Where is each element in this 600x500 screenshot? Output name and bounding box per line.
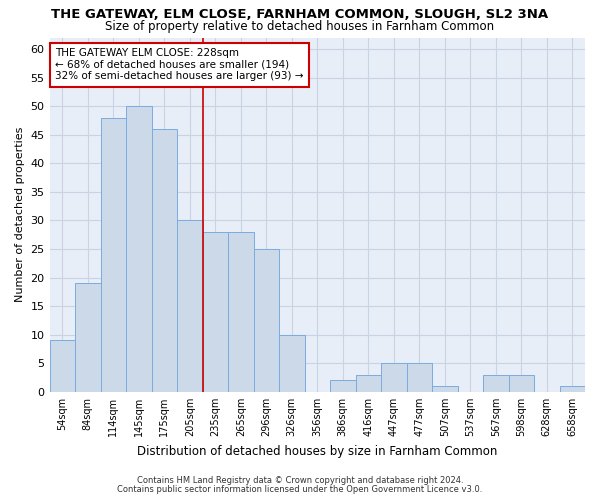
Bar — [330, 380, 356, 392]
Text: Contains public sector information licensed under the Open Government Licence v3: Contains public sector information licen… — [118, 485, 482, 494]
Bar — [509, 375, 534, 392]
Bar — [177, 220, 203, 392]
Text: Contains HM Land Registry data © Crown copyright and database right 2024.: Contains HM Land Registry data © Crown c… — [137, 476, 463, 485]
Bar — [432, 386, 458, 392]
Text: Size of property relative to detached houses in Farnham Common: Size of property relative to detached ho… — [106, 20, 494, 33]
Bar — [356, 375, 381, 392]
Bar — [126, 106, 152, 392]
Bar — [254, 249, 279, 392]
Bar — [407, 364, 432, 392]
Text: THE GATEWAY, ELM CLOSE, FARNHAM COMMON, SLOUGH, SL2 3NA: THE GATEWAY, ELM CLOSE, FARNHAM COMMON, … — [52, 8, 548, 20]
Bar — [50, 340, 75, 392]
Bar — [483, 375, 509, 392]
X-axis label: Distribution of detached houses by size in Farnham Common: Distribution of detached houses by size … — [137, 444, 497, 458]
Bar — [381, 364, 407, 392]
Bar — [75, 284, 101, 392]
Bar — [228, 232, 254, 392]
Bar — [203, 232, 228, 392]
Text: THE GATEWAY ELM CLOSE: 228sqm
← 68% of detached houses are smaller (194)
32% of : THE GATEWAY ELM CLOSE: 228sqm ← 68% of d… — [55, 48, 304, 82]
Bar — [560, 386, 585, 392]
Bar — [152, 129, 177, 392]
Bar — [101, 118, 126, 392]
Bar — [279, 335, 305, 392]
Y-axis label: Number of detached properties: Number of detached properties — [15, 127, 25, 302]
